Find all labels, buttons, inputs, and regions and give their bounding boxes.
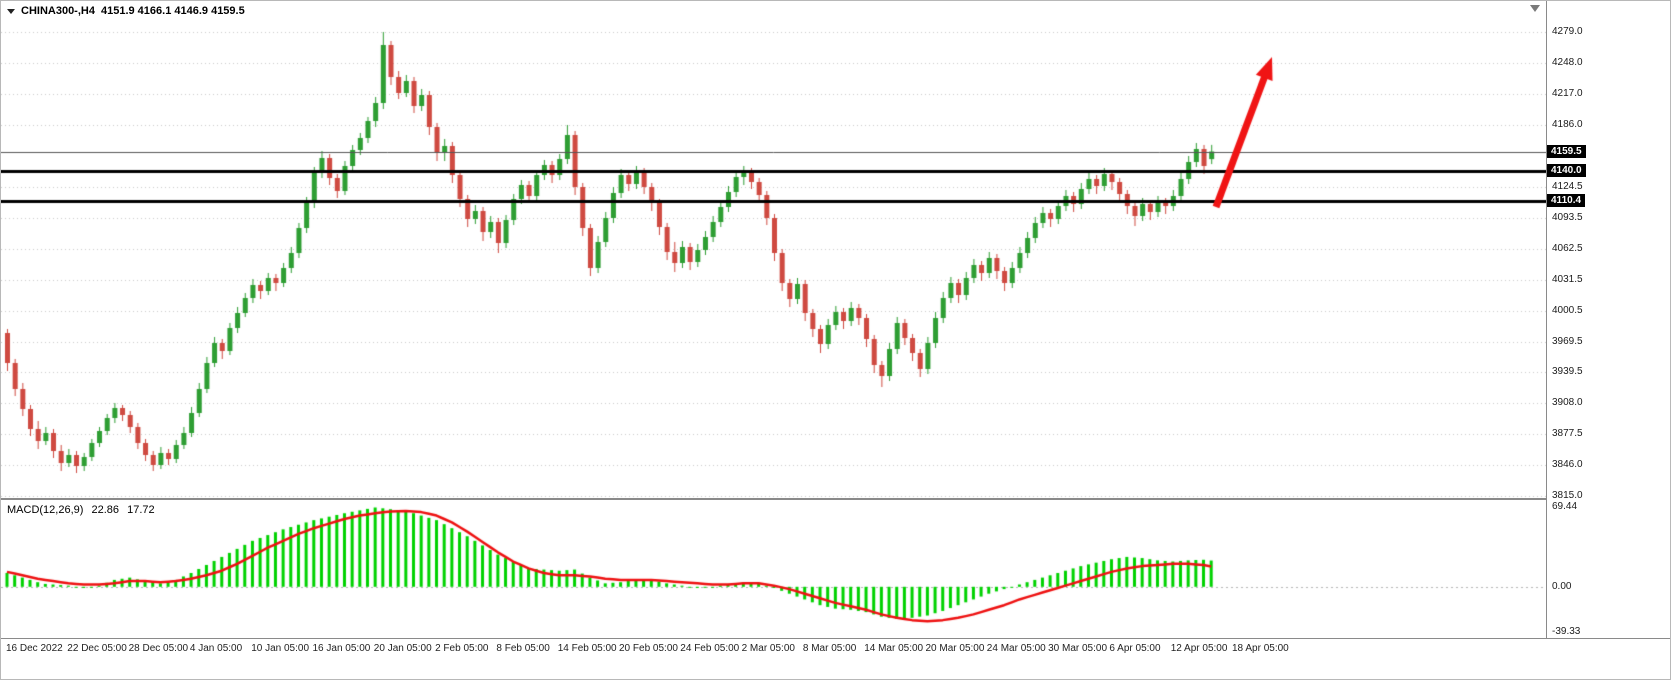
price-tick-label: 4124.5: [1552, 180, 1583, 192]
date-label: 10 Jan 05:00: [251, 643, 310, 654]
date-label: 24 Feb 05:00: [680, 643, 740, 654]
date-label: 16 Jan 05:00: [312, 643, 371, 654]
symbol-timeframe-label: CHINA300-,H4: [21, 5, 95, 17]
price-scale[interactable]: 4279.0 4248.0 4217.0 4186.0 4124.5 4093.5 4062…: [1547, 1, 1670, 638]
date-label: 20 Feb 05:00: [619, 643, 678, 654]
date-label: 22 Dec 05:00: [67, 643, 127, 654]
chart-dropdown-icon[interactable]: [7, 8, 15, 14]
price-tick-label: 4248.0: [1552, 57, 1583, 68]
price-tick-label: 4031.5: [1552, 273, 1583, 285]
date-label: 20 Mar 05:00: [925, 643, 985, 654]
macd-tick-label: -39.33: [1552, 626, 1581, 637]
macd-signal-value: 17.72: [127, 504, 155, 516]
price-tick-label: 3846.0: [1552, 459, 1583, 470]
date-label: 16 Dec 2022: [6, 643, 63, 654]
price-tick-label: 4062.5: [1552, 242, 1583, 254]
price-tick-label: 4093.5: [1552, 211, 1583, 223]
date-label: 18 Apr 05:00: [1232, 643, 1289, 654]
scale-divider: [1546, 1, 1547, 638]
date-label: 2 Mar 05:00: [741, 643, 795, 654]
indicator-splitter[interactable]: [1, 498, 1670, 500]
price-tick-label: 4279.0: [1552, 26, 1583, 37]
chart-shift-marker-icon[interactable]: [1530, 5, 1540, 12]
macd-name: MACD(12,26,9): [7, 504, 84, 516]
price-tick-label: 4000.5: [1552, 304, 1583, 316]
price-chart-canvas[interactable]: [1, 1, 1546, 498]
price-tag: 4110.4: [1547, 193, 1586, 207]
ohlc-values-label: 4151.9 4166.1 4146.9 4159.5: [100, 5, 245, 17]
price-tick-label: 3939.5: [1552, 365, 1583, 377]
chart-title-bar: CHINA300-,H4 4151.9 4166.1 4146.9 4159.5: [7, 5, 245, 17]
date-label: 30 Mar 05:00: [1048, 643, 1108, 654]
price-tag: 4140.0: [1547, 164, 1586, 177]
price-tick-label: 3969.5: [1552, 335, 1583, 347]
macd-main-value: 22.86: [91, 504, 120, 516]
macd-tick-label: 69.44: [1552, 501, 1578, 512]
date-label: 4 Jan 05:00: [189, 643, 243, 654]
macd-indicator-label: MACD(12,26,9) 22.86 17.72: [7, 504, 160, 516]
price-tick-label: 3815.0: [1552, 490, 1583, 501]
date-label: 14 Feb 05:00: [557, 643, 617, 654]
date-label: 6 Apr 05:00: [1109, 643, 1161, 654]
price-tick-label: 3908.0: [1552, 397, 1583, 408]
date-label: 20 Jan 05:00: [373, 643, 432, 654]
macd-indicator-canvas[interactable]: [1, 501, 1546, 638]
date-label: 8 Mar 05:00: [802, 643, 857, 654]
price-tick-label: 4186.0: [1552, 119, 1583, 130]
time-axis[interactable]: 16 Dec 2022 22 Dec 05:00 28 Dec 05:00 4 Jan…: [1, 641, 1546, 658]
date-label: 12 Apr 05:00: [1170, 643, 1228, 654]
price-tick-label: 3877.5: [1552, 427, 1583, 439]
date-label: 8 Feb 05:00: [496, 643, 550, 654]
date-label: 24 Mar 05:00: [986, 643, 1046, 654]
date-label: 28 Dec 05:00: [128, 643, 189, 654]
price-tag: 4159.5: [1547, 144, 1586, 158]
date-label: 2 Feb 05:00: [435, 643, 489, 654]
time-axis-divider: [1, 638, 1670, 639]
macd-tick-label: 0.00: [1552, 580, 1572, 592]
price-tick-label: 4217.0: [1552, 88, 1583, 99]
date-label: 14 Mar 05:00: [864, 643, 924, 654]
